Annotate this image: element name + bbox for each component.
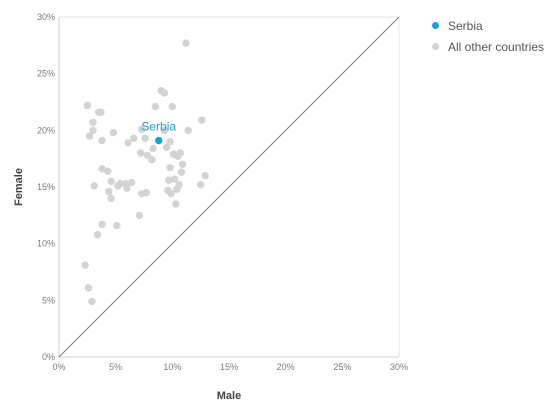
point-all-other-countries[interactable] bbox=[123, 184, 131, 192]
y-tick-label: 20% bbox=[37, 125, 55, 135]
point-all-other-countries[interactable] bbox=[84, 284, 93, 292]
point-all-other-countries[interactable] bbox=[201, 171, 209, 180]
point-all-other-countries[interactable] bbox=[116, 179, 124, 188]
point-all-other-countries[interactable] bbox=[93, 230, 102, 239]
x-axis-title: Male bbox=[217, 390, 241, 402]
point-all-other-countries[interactable] bbox=[138, 125, 146, 133]
y-tick-label: 15% bbox=[37, 182, 55, 192]
x-tick-label: 30% bbox=[390, 362, 408, 372]
x-tick-label: 10% bbox=[163, 362, 181, 372]
x-tick-labels: 0% 5% 10% 15% 20% 25% 30% bbox=[52, 362, 408, 372]
point-all-other-countries[interactable] bbox=[151, 102, 160, 111]
point-all-other-countries[interactable] bbox=[178, 160, 187, 169]
point-all-other-countries[interactable] bbox=[148, 156, 156, 164]
legend-item-other-countries[interactable]: All other countries bbox=[432, 36, 544, 57]
point-all-other-countries[interactable] bbox=[166, 137, 174, 146]
x-tick-label: 5% bbox=[109, 362, 122, 372]
legend-label-other-countries: All other countries bbox=[448, 39, 545, 54]
point-all-other-countries[interactable] bbox=[98, 165, 106, 173]
point-all-other-countries[interactable] bbox=[124, 139, 132, 147]
data-points: Serbia bbox=[81, 39, 209, 306]
point-all-other-countries[interactable] bbox=[175, 181, 183, 189]
point-all-other-countries[interactable] bbox=[89, 118, 97, 127]
point-all-other-countries[interactable] bbox=[130, 134, 138, 142]
point-all-other-countries[interactable] bbox=[97, 108, 105, 116]
point-all-other-countries[interactable] bbox=[104, 167, 112, 175]
point-all-other-countries[interactable] bbox=[172, 200, 180, 208]
y-tick-label: 25% bbox=[37, 69, 55, 79]
point-all-other-countries[interactable] bbox=[109, 128, 118, 137]
y-tick-label: 10% bbox=[37, 239, 55, 249]
legend-marker-serbia bbox=[432, 22, 439, 29]
point-all-other-countries[interactable] bbox=[196, 181, 205, 189]
y-axis-title: Female bbox=[13, 168, 25, 206]
point-all-other-countries[interactable] bbox=[98, 136, 106, 145]
x-tick-label: 15% bbox=[220, 362, 238, 372]
point-all-other-countries[interactable] bbox=[85, 132, 94, 140]
point-all-other-countries[interactable] bbox=[176, 149, 184, 157]
y-tick-label: 30% bbox=[37, 12, 55, 22]
y-tick-label: 0% bbox=[42, 352, 55, 362]
point-all-other-countries[interactable] bbox=[166, 164, 174, 172]
equality-line bbox=[58, 16, 400, 358]
point-all-other-countries[interactable] bbox=[107, 194, 115, 203]
point-all-other-countries[interactable] bbox=[127, 178, 136, 187]
x-tick-label: 25% bbox=[333, 362, 351, 372]
point-all-other-countries[interactable] bbox=[162, 143, 171, 152]
point-all-other-countries[interactable] bbox=[177, 168, 186, 176]
x-tick-label: 0% bbox=[52, 362, 65, 372]
point-all-other-countries[interactable] bbox=[107, 177, 115, 186]
point-all-other-countries[interactable] bbox=[142, 188, 150, 197]
axes bbox=[58, 16, 400, 358]
point-all-other-countries[interactable] bbox=[160, 89, 169, 97]
point-all-other-countries[interactable] bbox=[198, 116, 206, 124]
point-all-other-countries[interactable] bbox=[89, 126, 97, 135]
y-tick-label: 5% bbox=[42, 295, 55, 305]
legend-item-serbia[interactable]: Serbia bbox=[432, 15, 544, 36]
point-all-other-countries[interactable] bbox=[90, 182, 98, 190]
point-all-other-countries[interactable] bbox=[165, 176, 173, 184]
point-all-other-countries[interactable] bbox=[182, 39, 190, 47]
y-tick-labels: 0% 5% 10% 15% 20% 25% 30% bbox=[37, 12, 55, 362]
x-tick-label: 20% bbox=[277, 362, 295, 372]
point-all-other-countries[interactable] bbox=[184, 126, 192, 135]
point-all-other-countries[interactable] bbox=[168, 102, 177, 111]
point-all-other-countries[interactable] bbox=[135, 211, 144, 220]
point-all-other-countries[interactable] bbox=[141, 134, 149, 142]
point-all-other-countries[interactable] bbox=[136, 149, 145, 157]
point-all-other-countries[interactable] bbox=[167, 190, 175, 198]
point-all-other-countries[interactable] bbox=[160, 126, 169, 135]
point-all-other-countries[interactable] bbox=[113, 221, 121, 230]
legend: Serbia All other countries bbox=[432, 15, 544, 57]
point-all-other-countries[interactable] bbox=[83, 101, 92, 110]
point-all-other-countries[interactable] bbox=[81, 261, 89, 269]
point-all-other-countries[interactable] bbox=[143, 151, 152, 159]
point-all-other-countries[interactable] bbox=[105, 187, 113, 196]
data-label-serbia: Serbia bbox=[141, 120, 176, 134]
legend-label-serbia: Serbia bbox=[448, 18, 483, 33]
legend-marker-other-countries bbox=[432, 43, 439, 50]
point-all-other-countries[interactable] bbox=[149, 144, 157, 153]
point-all-other-countries[interactable] bbox=[170, 175, 179, 183]
point-all-other-countries[interactable] bbox=[98, 220, 106, 229]
point-serbia[interactable] bbox=[155, 136, 163, 145]
point-all-other-countries[interactable] bbox=[88, 297, 96, 306]
